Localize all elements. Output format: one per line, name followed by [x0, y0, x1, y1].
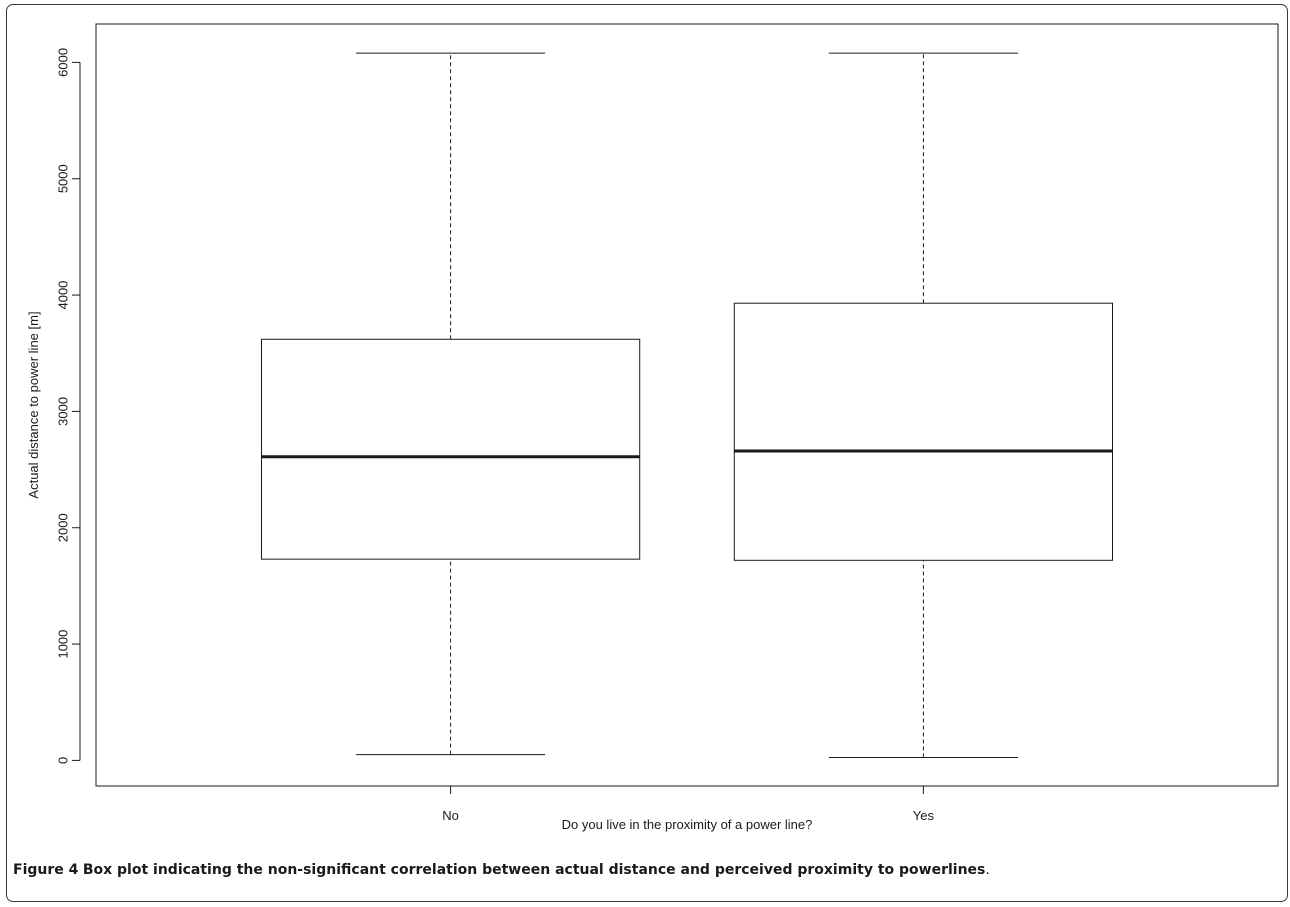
- x-axis-label: Do you live in the proximity of a power …: [562, 817, 813, 832]
- x-axis: No Yes: [442, 785, 935, 823]
- iqr-box: [260, 338, 641, 560]
- y-axis: 0 1000 2000 3000 4000 5000 6000: [56, 48, 81, 764]
- y-axis-label: Actual distance to power line [m]: [26, 311, 41, 498]
- caption-label: Figure 4: [13, 862, 79, 878]
- figure-caption: Figure 4 Box plot indicating the non-sig…: [13, 862, 1283, 878]
- box-yes: [733, 52, 1114, 758]
- y-tick-label: 5000: [56, 164, 71, 193]
- y-tick-label: 1000: [56, 630, 71, 659]
- y-tick-label: 6000: [56, 48, 71, 77]
- box-plot-chart: 0 1000 2000 3000 4000 5000 6000 No Yes Actual d…: [26, 23, 1279, 832]
- y-tick-label: 4000: [56, 281, 71, 310]
- y-tick-label: 0: [56, 757, 71, 764]
- caption-end: .: [985, 862, 990, 878]
- caption-text: Box plot indicating the non-significant …: [82, 862, 986, 878]
- x-tick-label: No: [442, 808, 459, 823]
- x-tick-label: Yes: [913, 808, 935, 823]
- box-no: [260, 52, 641, 756]
- y-tick-label: 2000: [56, 513, 71, 542]
- y-tick-label: 3000: [56, 397, 71, 426]
- iqr-box: [733, 302, 1114, 561]
- boxes-group: [260, 52, 1114, 758]
